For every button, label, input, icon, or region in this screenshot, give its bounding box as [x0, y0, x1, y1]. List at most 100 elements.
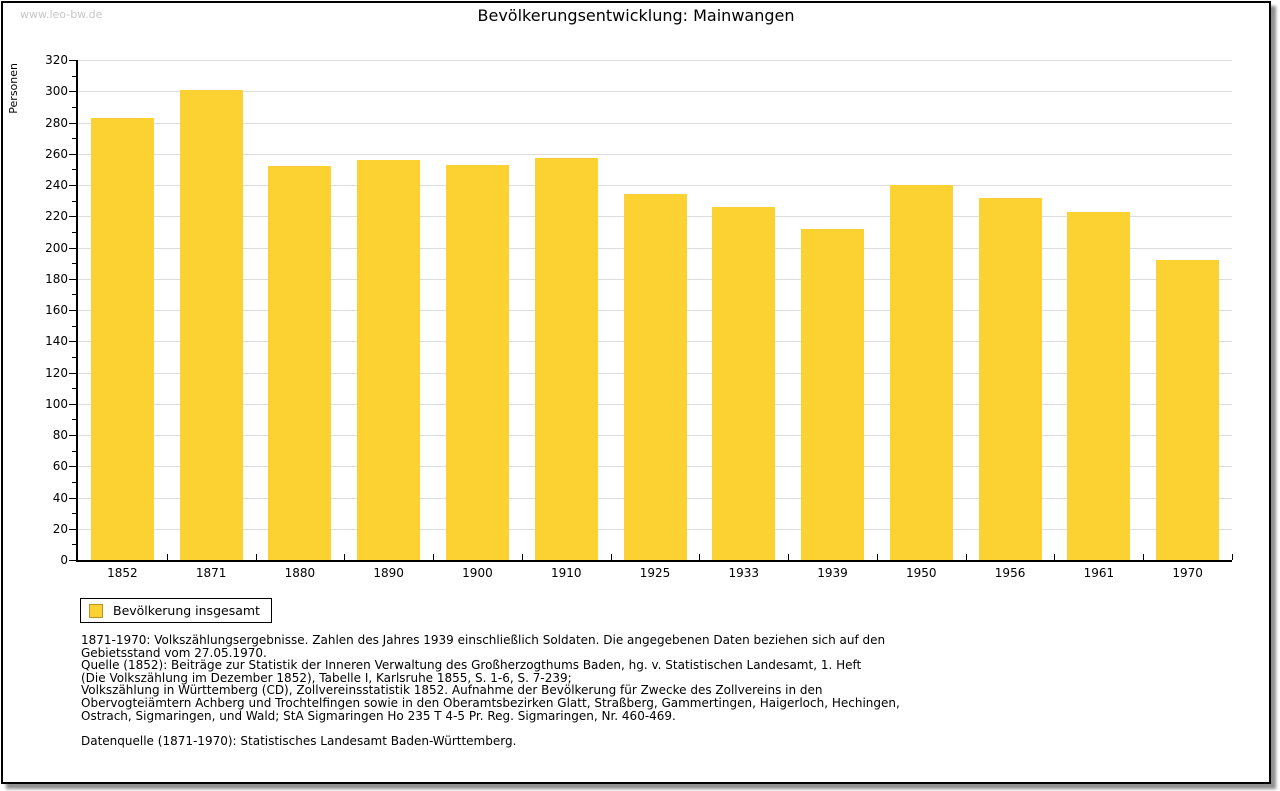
bar-1961 [1067, 211, 1131, 560]
bar-1956 [978, 197, 1042, 560]
footnote-line: Gebietsstand vom 27.05.1970. [81, 645, 267, 660]
x-tick-label: 1871 [195, 566, 227, 580]
y-minor-tick [72, 231, 76, 233]
y-major-tick [69, 497, 76, 499]
bar-1925 [623, 194, 687, 560]
watermark: www.leo-bw.de [20, 8, 103, 21]
footnote-line: Ostrach, Sigmaringen, und Wald; StA Sigm… [81, 708, 676, 723]
y-major-tick [69, 91, 76, 93]
x-tick [433, 554, 435, 560]
y-tick-label: 220 [45, 209, 68, 224]
y-minor-tick [72, 419, 76, 421]
y-tick-label: 60 [52, 459, 68, 474]
x-tick-label: 1961 [1083, 566, 1115, 580]
y-major-tick [69, 560, 76, 561]
y-minor-tick [72, 138, 76, 140]
y-major-tick [69, 153, 76, 155]
x-tick [1143, 554, 1145, 560]
y-minor-tick [72, 75, 76, 77]
footnote-line: 1871-1970: Volkszählungsergebnisse. Zahl… [81, 633, 886, 647]
y-tick-label: 320 [45, 53, 68, 67]
y-major-tick [69, 216, 76, 218]
y-major-tick [69, 341, 76, 343]
x-tick [876, 554, 878, 560]
y-major-tick [69, 403, 76, 405]
footnotes: 1871-1970: Volkszählungsergebnisse. Zahl… [81, 634, 900, 747]
x-tick-label: 1950 [906, 566, 937, 580]
y-tick-label: 0 [60, 553, 68, 567]
x-tick-label: 1890 [373, 566, 404, 580]
bar-1970 [1156, 260, 1220, 560]
y-major-tick [69, 60, 76, 61]
bar-1880 [268, 166, 332, 560]
y-minor-tick [72, 450, 76, 452]
y-minor-tick [72, 513, 76, 515]
y-tick-label: 140 [45, 334, 68, 349]
x-tick [255, 554, 257, 560]
y-minor-tick [72, 388, 76, 390]
y-tick-label: 160 [45, 303, 68, 317]
y-axis-line [76, 60, 78, 562]
x-tick [788, 554, 790, 560]
x-tick-label: 1925 [639, 566, 671, 580]
footnote-line: Volkszählung in Württemberg (CD), Zollve… [81, 683, 823, 698]
x-tick [521, 554, 523, 560]
y-tick-label: 40 [52, 490, 68, 505]
legend-swatch [89, 603, 103, 618]
y-tick-label: 100 [45, 396, 68, 411]
footnote-line: Quelle (1852): Beiträge zur Statistik de… [81, 658, 862, 673]
y-major-tick [69, 122, 76, 124]
y-major-tick [69, 435, 76, 436]
y-tick-label: 20 [52, 521, 68, 536]
gridline [78, 185, 1232, 186]
y-minor-tick [72, 263, 76, 265]
y-minor-tick [72, 356, 76, 358]
x-tick-label: 1933 [728, 566, 760, 580]
bar-1852 [90, 117, 154, 560]
x-tick [166, 554, 168, 560]
y-major-tick [69, 372, 76, 374]
footnote-line [81, 722, 900, 735]
bar-1933 [712, 206, 776, 560]
bar-1890 [357, 160, 421, 560]
x-tick-label: 1900 [462, 566, 493, 580]
y-tick-label: 280 [45, 115, 68, 130]
gridline [78, 153, 1232, 155]
x-tick-label: 1956 [994, 566, 1026, 580]
bar-1900 [445, 164, 509, 560]
y-major-tick [69, 247, 76, 249]
y-tick-label: 80 [52, 428, 68, 442]
footnote-line: (Die Volkszählung im Dezember 1852), Tab… [81, 670, 572, 685]
x-tick-label: 1852 [107, 566, 138, 580]
gridline [78, 122, 1232, 124]
plot-area: 0 20 40 60 80 100 120 140 160 180 200 220 240 260 280 3… [3, 3, 1269, 782]
footnote-line: Datenquelle (1871-1970): Statistisches L… [81, 733, 517, 748]
x-tick [344, 554, 346, 560]
y-major-tick [69, 310, 76, 311]
gridline [78, 60, 1232, 61]
x-tick [610, 554, 612, 560]
y-major-tick [69, 466, 76, 468]
x-tick-label: 1970 [1172, 566, 1203, 580]
y-minor-tick [72, 325, 76, 327]
legend-label: Bevölkerung insgesamt [113, 603, 260, 618]
y-major-tick [69, 278, 76, 280]
bar-1939 [801, 228, 865, 560]
y-minor-tick [72, 169, 76, 171]
y-minor-tick [72, 294, 76, 296]
x-axis-line [76, 560, 1232, 562]
footnote-line: Obervogteiämtern Achberg und Trochtelfin… [81, 695, 900, 710]
x-tick-label: 1910 [550, 566, 582, 580]
y-tick-label: 200 [45, 240, 68, 255]
y-tick-label: 180 [45, 271, 68, 286]
y-minor-tick [72, 106, 76, 108]
y-tick-label: 260 [45, 146, 68, 161]
x-tick-label: 1880 [284, 566, 316, 580]
chart-title: Bevölkerungsentwicklung: Mainwangen [477, 6, 795, 25]
y-tick-label: 300 [45, 84, 68, 99]
bar-1950 [889, 185, 953, 560]
y-major-tick [69, 185, 76, 186]
y-minor-tick [72, 544, 76, 546]
